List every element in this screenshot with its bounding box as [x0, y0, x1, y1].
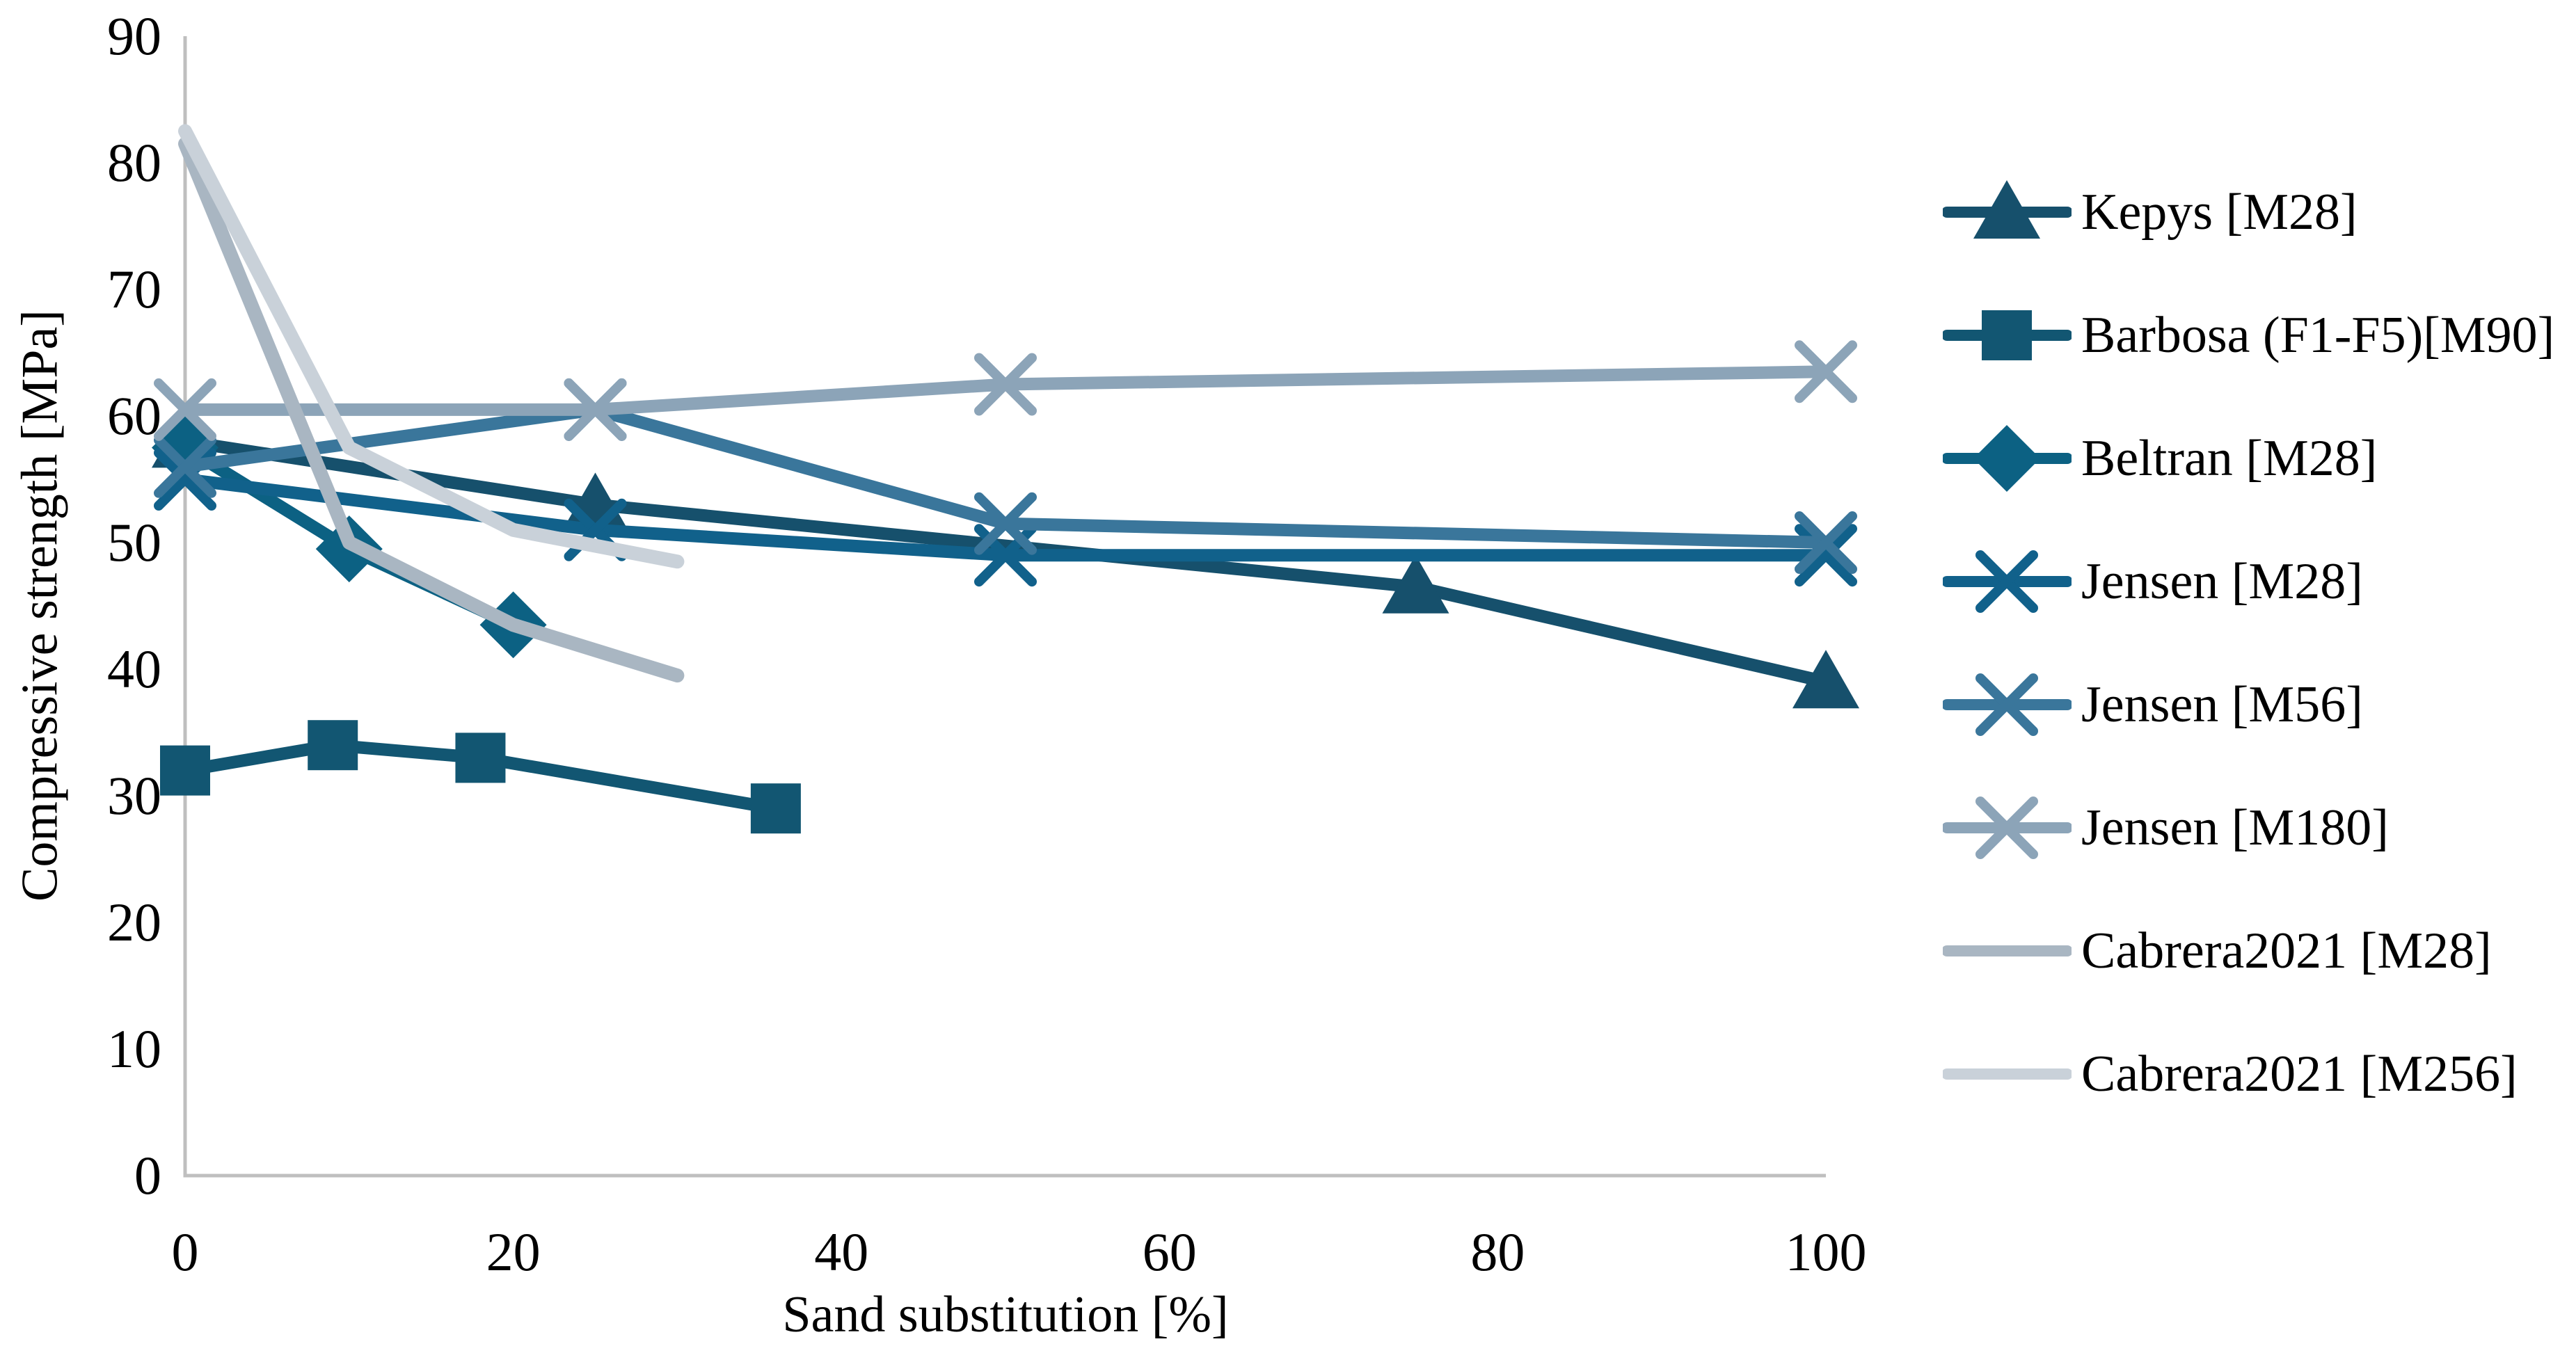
x-marker — [1795, 340, 1857, 403]
x-marker-stroke — [1975, 796, 2038, 859]
x-marker — [974, 353, 1037, 416]
legend-swatch — [1943, 945, 2072, 956]
y-tick-label-0: 0 — [134, 1145, 161, 1206]
y-tick-label-80: 80 — [107, 132, 161, 193]
axis-lines — [183, 36, 1826, 1178]
y-tick-label-70: 70 — [107, 259, 161, 319]
series-barbosa-f1-f5-m90 — [160, 720, 801, 834]
legend-label: Jensen [M28] — [2081, 553, 2363, 610]
triangle-marker — [1973, 180, 2040, 239]
legend-label: Barbosa (F1-F5)[M90] — [2081, 307, 2555, 364]
x-marker-stroke — [974, 492, 1037, 555]
y-tick-label-50: 50 — [107, 512, 161, 573]
legend-swatch — [1943, 180, 2072, 239]
legend-item-jensen-m180: Jensen [M180] — [1943, 790, 2389, 866]
square-marker — [455, 732, 506, 783]
x-marker-stroke — [1795, 524, 1857, 587]
x-axis-title: Sand substitution [%] — [782, 1286, 1229, 1343]
series-line — [179, 473, 1832, 562]
x-marker-stroke — [154, 435, 216, 498]
square-marker — [1982, 310, 2032, 360]
diamond-marker — [1973, 425, 2040, 492]
x-marker — [1975, 673, 2038, 736]
y-tick-label-60: 60 — [107, 385, 161, 446]
series-cabrera2021-m256 — [178, 124, 685, 569]
x-marker — [1795, 511, 1857, 574]
y-tick-label-90: 90 — [107, 6, 161, 66]
x-marker-stroke — [1975, 550, 2038, 613]
x-marker-stroke — [1975, 673, 2038, 736]
y-tick-label-10: 10 — [107, 1018, 161, 1079]
legend-swatch — [1943, 550, 2072, 613]
legend-swatch — [1943, 673, 2072, 736]
y-tick-label-20: 20 — [107, 892, 161, 952]
legend-label: Cabrera2021 [M256] — [2081, 1046, 2518, 1103]
x-marker — [564, 378, 627, 441]
x-marker — [1975, 550, 2038, 613]
x-marker-stroke — [1795, 340, 1857, 403]
legend-swatch — [1943, 796, 2072, 859]
legend-item-jensen-m56: Jensen [M56] — [1943, 666, 2363, 743]
y-tick-label-40: 40 — [107, 639, 161, 699]
x-marker — [974, 492, 1037, 555]
square-marker — [160, 745, 210, 796]
legend-swatch — [1943, 425, 2072, 492]
y-axis-title: Compressive strength [MPa] — [11, 310, 69, 902]
series-cabrera2021-m28 — [178, 136, 685, 683]
legend-label: Beltran [M28] — [2081, 430, 2378, 487]
legend-item-kepys-m28: Kepys [M28] — [1943, 174, 2358, 250]
series-line — [179, 739, 782, 815]
x-tick-label-0: 0 — [171, 1222, 199, 1282]
series-line — [179, 365, 1832, 416]
y-tick-label-30: 30 — [107, 765, 161, 826]
legend-label: Cabrera2021 [M28] — [2081, 922, 2492, 979]
x-marker-stroke — [564, 378, 627, 441]
series-line — [178, 136, 685, 683]
x-marker — [154, 435, 216, 498]
legend-item-cabrera2021-m28: Cabrera2021 [M28] — [1943, 913, 2492, 989]
x-marker-stroke — [974, 353, 1037, 416]
x-tick-label-80: 80 — [1470, 1222, 1525, 1282]
square-marker — [750, 783, 801, 834]
x-marker — [154, 378, 216, 441]
x-tick-label-100: 100 — [1785, 1222, 1867, 1282]
legend-label: Jensen [M56] — [2081, 676, 2363, 733]
triangle-marker — [1382, 554, 1449, 614]
square-marker — [308, 720, 358, 771]
legend-label: Kepys [M28] — [2081, 184, 2358, 241]
x-marker-stroke — [1795, 511, 1857, 574]
legend-swatch — [1943, 1068, 2072, 1080]
x-marker-stroke — [154, 378, 216, 441]
x-marker — [1975, 796, 2038, 859]
series-line — [179, 403, 1832, 549]
legend-item-jensen-m28: Jensen [M28] — [1943, 543, 2363, 620]
x-tick-label-20: 20 — [486, 1222, 541, 1282]
legend-item-cabrera2021-m256: Cabrera2021 [M256] — [1943, 1036, 2518, 1112]
x-tick-label-60: 60 — [1142, 1222, 1197, 1282]
legend-swatch — [1943, 310, 2072, 360]
series-jensen-m180 — [154, 340, 1857, 441]
series-line — [178, 124, 685, 569]
legend-item-barbosa-f1-f5-m90: Barbosa (F1-F5)[M90] — [1943, 297, 2554, 374]
triangle-marker — [1792, 650, 1859, 709]
legend-label: Jensen [M180] — [2081, 799, 2389, 856]
legend-item-beltran-m28: Beltran [M28] — [1943, 420, 2377, 497]
x-tick-label-40: 40 — [814, 1222, 869, 1282]
